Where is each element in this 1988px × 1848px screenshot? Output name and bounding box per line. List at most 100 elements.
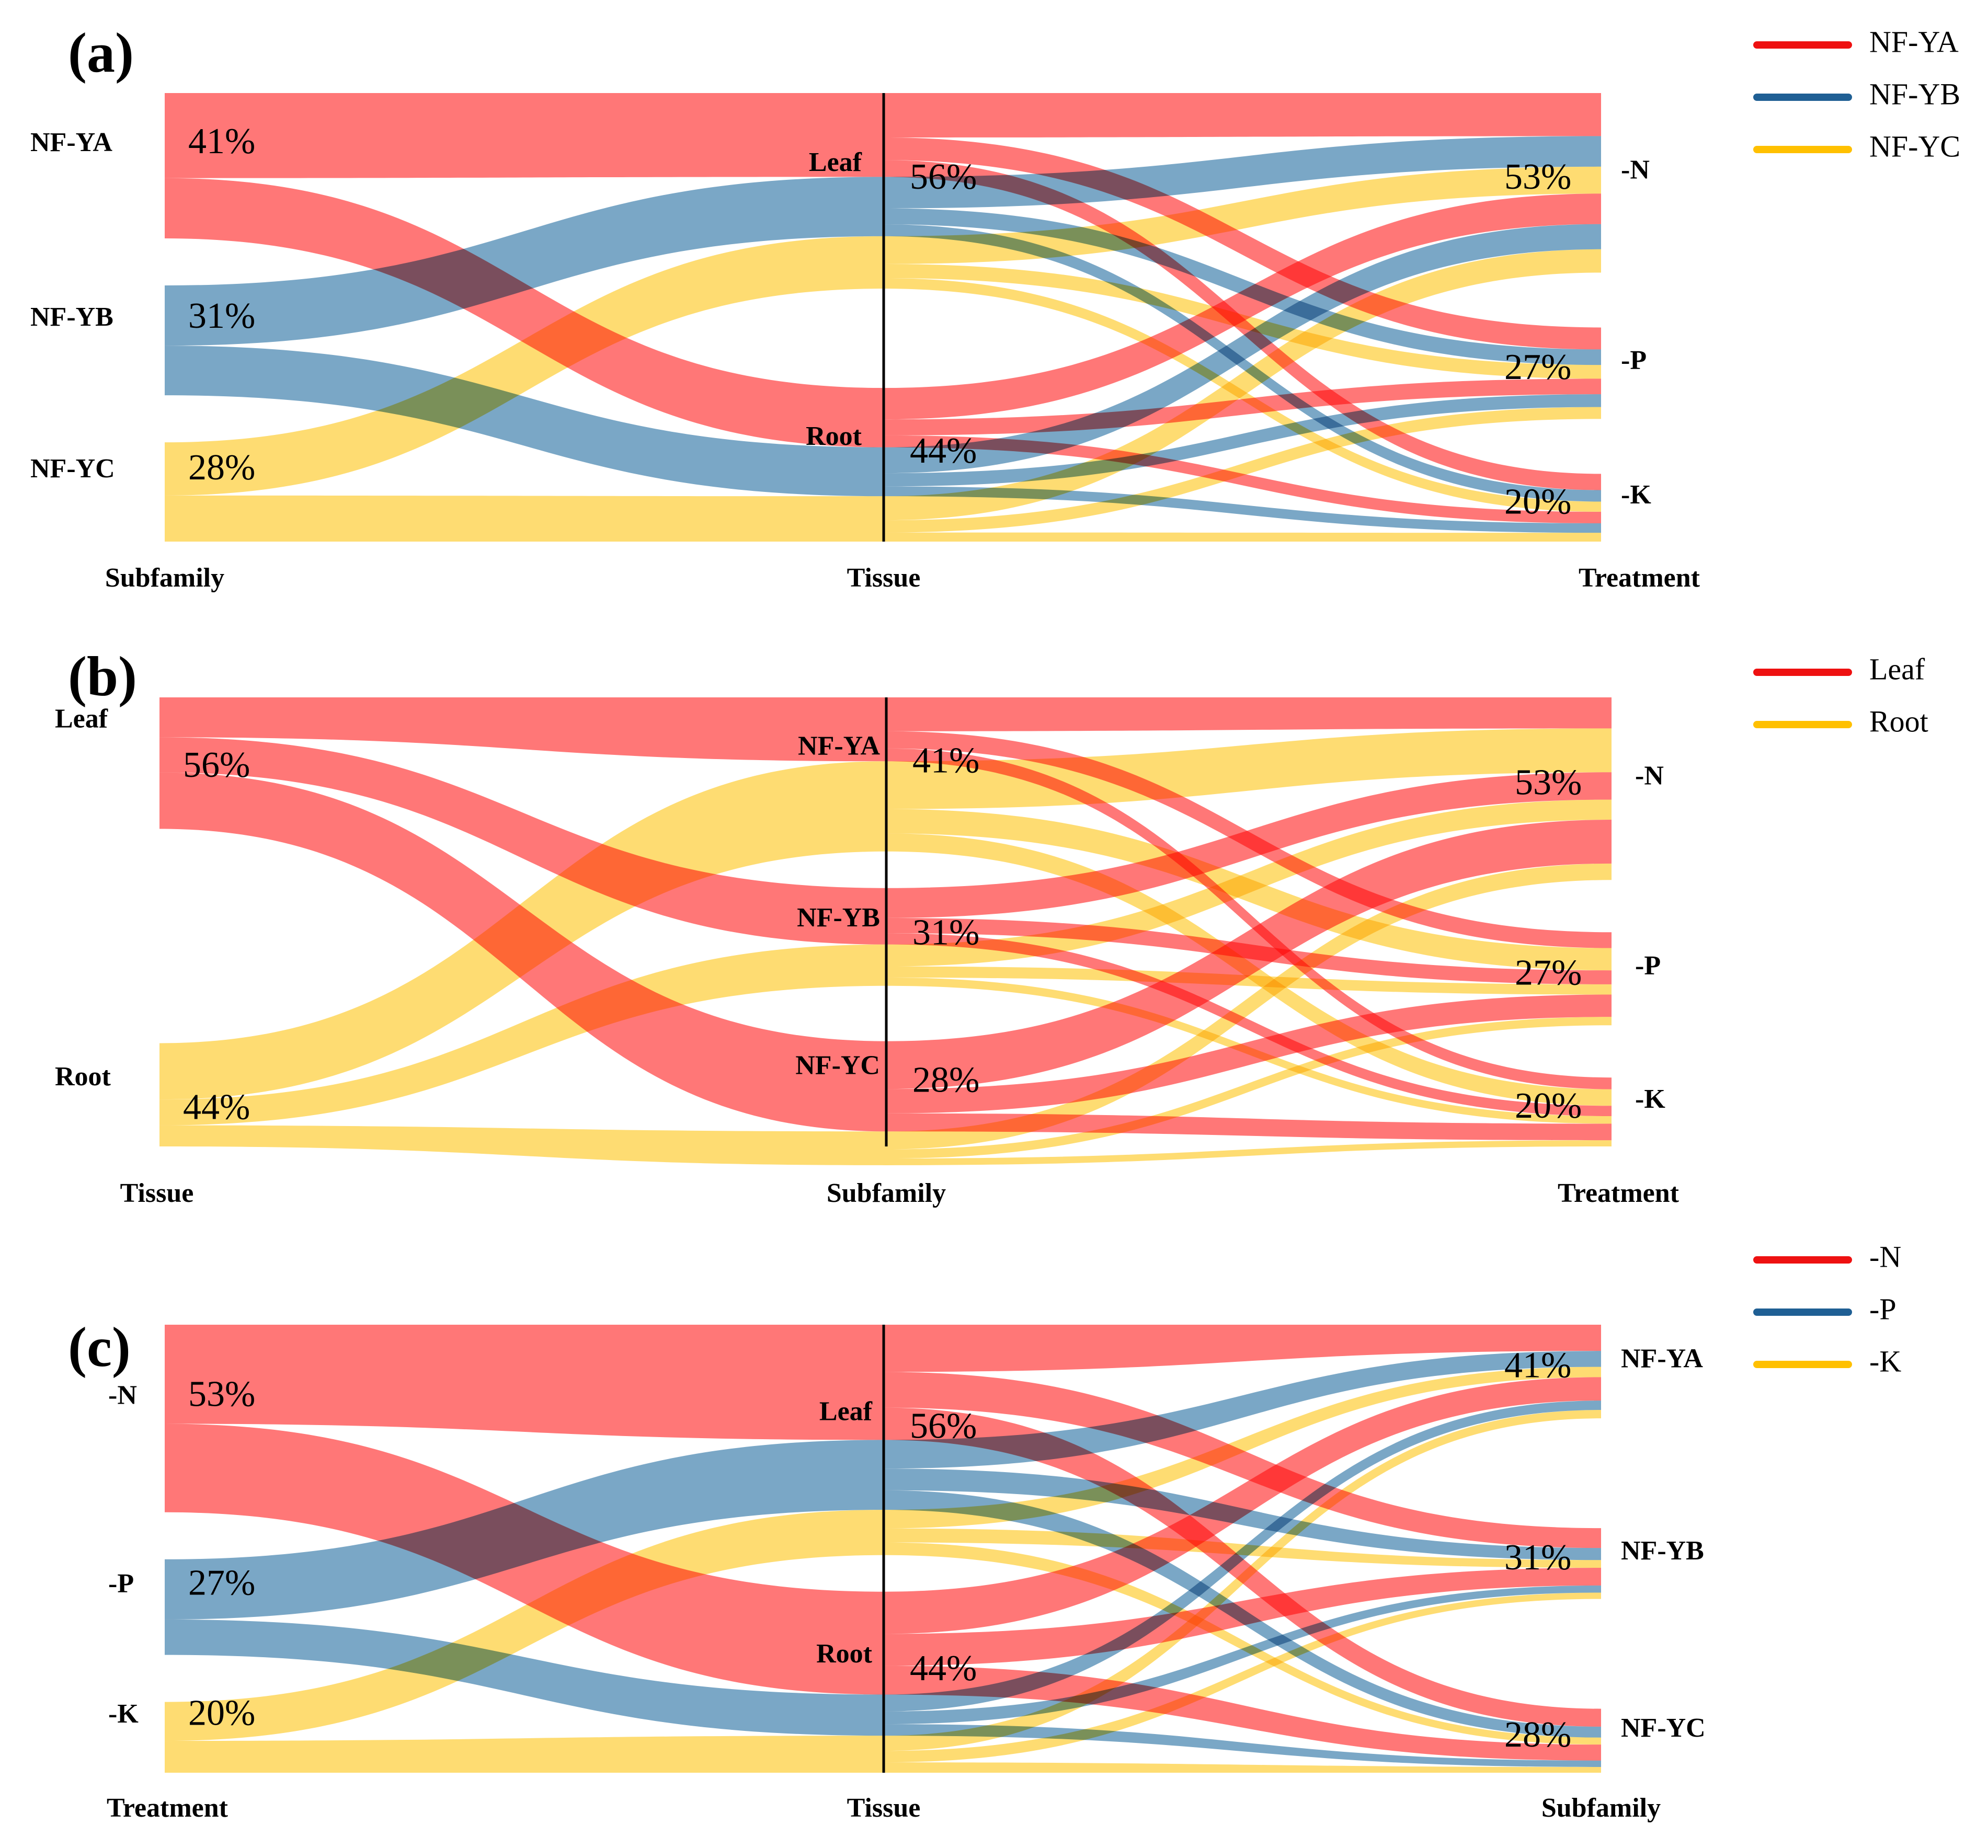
flow-stage2 <box>884 532 1601 542</box>
percent-label: 20% <box>1504 481 1571 522</box>
flow-stage1 <box>165 93 884 178</box>
percent-label: 31% <box>912 912 979 952</box>
percent-label: 53% <box>1504 157 1571 197</box>
legend-label: -N <box>1869 1239 1901 1273</box>
node-label-left: NF-YC <box>30 454 115 484</box>
node-label-right: NF-YA <box>1621 1344 1703 1374</box>
flow-stage2 <box>884 407 1601 533</box>
flow-stage2 <box>884 1407 1601 1727</box>
flow-stage2 <box>886 1140 1612 1165</box>
percent-label: 28% <box>1504 1715 1571 1755</box>
percent-label: 27% <box>1504 347 1571 387</box>
axis-label: Treatment <box>1579 563 1700 593</box>
percent-label: 28% <box>912 1060 979 1100</box>
flow-stage1 <box>159 1125 886 1165</box>
axis-label: Tissue <box>847 563 921 593</box>
node-label-left: -K <box>108 1699 139 1729</box>
flow-stage1 <box>165 1325 884 1440</box>
flow-stage2 <box>884 1568 1601 1666</box>
flow-stage2 <box>884 93 1601 137</box>
flow-stage2 <box>884 486 1601 533</box>
flow-stage2 <box>884 1592 1601 1763</box>
percent-label: 53% <box>188 1374 255 1414</box>
percent-label: 44% <box>183 1087 250 1127</box>
flow-stage1 <box>165 495 884 542</box>
node-label-middle: NF-YC <box>795 1050 880 1080</box>
flow-stage2 <box>884 1377 1601 1634</box>
flow-stage2 <box>884 378 1601 435</box>
flow-stage2 <box>884 1401 1601 1712</box>
axis-label: Subfamily <box>105 563 224 593</box>
flow-stage2 <box>886 994 1612 1114</box>
node-label-left: Leaf <box>55 704 108 734</box>
percent-label: 31% <box>1504 1537 1571 1578</box>
flow-stage2 <box>884 249 1601 521</box>
legend-label: -K <box>1869 1344 1901 1378</box>
node-label-right: -K <box>1635 1084 1665 1114</box>
percent-label: 41% <box>188 121 255 162</box>
sankey-panel-a: (a) Subfamily Tissue Treatment NF-YA 41% NF-YB… <box>30 22 1960 593</box>
flow-stage1 <box>165 177 884 346</box>
percent-label: 56% <box>910 1406 977 1446</box>
legend-label: NF-YB <box>1869 77 1960 111</box>
axis-label: Treatment <box>1558 1178 1679 1208</box>
flow-stage2 <box>884 137 1601 350</box>
sankey-panel-b: (b) Tissue Subfamily Treatment Leaf 56% Root 44… <box>55 646 1928 1208</box>
flow-stage2 <box>884 1542 1601 1745</box>
percent-label: 56% <box>183 745 250 785</box>
node-label-middle: Root <box>806 421 862 451</box>
flow-stage2 <box>884 224 1601 502</box>
flow-stage1 <box>165 1510 884 1741</box>
percent-label: 41% <box>912 740 979 780</box>
node-label-right: -P <box>1635 951 1661 981</box>
percent-label: 27% <box>188 1563 255 1603</box>
flow-stage1 <box>159 737 886 945</box>
node-label-right: -K <box>1621 480 1651 510</box>
sankey-panel-c: (c) Treatment Tissue Subfamily -N 53% -P 27% -K 2… <box>68 1239 1901 1823</box>
flow-stage2 <box>884 435 1601 524</box>
flow-stage2 <box>886 1017 1612 1159</box>
flow-stage2 <box>884 224 1601 474</box>
flow-stage2 <box>884 1410 1601 1751</box>
legend-label: Root <box>1869 704 1928 738</box>
legend-label: NF-YA <box>1869 25 1959 59</box>
flow-stage2 <box>886 697 1612 731</box>
flow-stage2 <box>886 728 1612 809</box>
percent-label: 53% <box>1515 763 1582 803</box>
node-label-right: NF-YC <box>1621 1713 1706 1743</box>
percent-label: 20% <box>188 1693 255 1733</box>
flow-stage1 <box>159 697 886 762</box>
node-label-middle: Leaf <box>819 1396 873 1426</box>
flow-stage2 <box>884 1666 1601 1761</box>
flow-stage1 <box>165 1619 884 1736</box>
flow-stage1 <box>165 236 884 496</box>
flow-stage2 <box>884 394 1601 487</box>
node-label-right: -P <box>1621 346 1647 375</box>
percent-label: 31% <box>188 296 255 336</box>
legend-label: Leaf <box>1869 652 1925 686</box>
percent-label: 44% <box>910 431 977 471</box>
percent-label: 41% <box>1504 1346 1571 1386</box>
flow-stage2 <box>884 1351 1601 1469</box>
panel-label: (a) <box>68 22 134 84</box>
axis-label: Subfamily <box>1541 1793 1661 1823</box>
node-label-middle: Leaf <box>809 147 862 177</box>
percent-label: 28% <box>188 447 255 488</box>
percent-label: 44% <box>910 1648 977 1689</box>
node-label-middle: NF-YB <box>797 903 880 933</box>
node-label-left: NF-YA <box>30 128 112 157</box>
percent-label: 27% <box>1515 952 1582 993</box>
flow-stage2 <box>884 166 1601 264</box>
panel-label: (b) <box>68 646 137 708</box>
percent-label: 56% <box>910 157 977 197</box>
node-label-left: NF-YB <box>30 302 113 332</box>
flow-stage1 <box>165 346 884 497</box>
legend-label: NF-YC <box>1869 129 1960 163</box>
flow-stage1 <box>165 178 884 447</box>
flow-stage2 <box>884 1762 1601 1773</box>
node-label-left: -N <box>108 1380 137 1410</box>
node-label-left: -P <box>108 1569 134 1599</box>
flow-stage2 <box>884 208 1601 365</box>
flow-stage2 <box>884 193 1601 420</box>
axis-label: Treatment <box>107 1793 228 1823</box>
